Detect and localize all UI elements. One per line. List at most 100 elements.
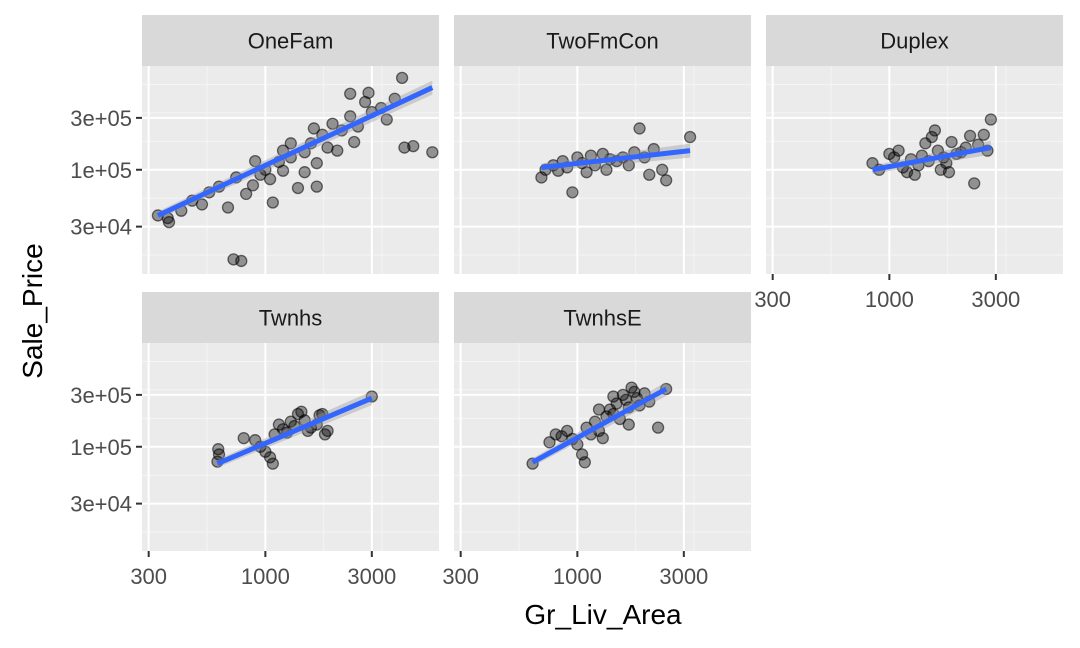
x-axes: 300 1000 3000 300 1000 3000 300 1000 3000 (130, 274, 1020, 589)
fit-line (156, 85, 434, 218)
data-point (683, 130, 697, 144)
x-tick-label: 1000 (865, 287, 914, 312)
data-point (310, 180, 323, 193)
scatter-points (211, 390, 378, 470)
data-point (321, 424, 334, 438)
x-tick-label: 1000 (553, 564, 602, 589)
data-point (272, 418, 286, 431)
facet-panel-twnhse: TwnhsE (454, 292, 751, 551)
facet-strip-label: TwoFmCon (546, 29, 658, 54)
data-point (263, 172, 277, 186)
facet-strip (454, 292, 751, 343)
data-point (284, 137, 297, 150)
data-point (344, 110, 357, 123)
data-point (578, 456, 591, 469)
facet-panel-duplex: Duplex (766, 15, 1063, 274)
data-point (942, 166, 956, 179)
facet-panel-twnhs: Twnhs (142, 292, 439, 551)
data-point (307, 122, 321, 135)
data-point (566, 186, 579, 199)
y-tick-label: 1e+05 (70, 435, 132, 460)
x-tick-label: 1000 (241, 564, 290, 589)
y-axes: 3e+04 1e+05 3e+05 3e+04 1e+05 3e+05 (70, 106, 142, 517)
data-point (263, 451, 277, 464)
data-point (246, 179, 260, 192)
data-point (212, 443, 225, 456)
data-point (984, 113, 998, 126)
data-point (395, 71, 409, 85)
data-point (580, 166, 593, 179)
data-point (543, 436, 556, 449)
data-point (660, 174, 673, 187)
facet-strip-label: Duplex (880, 29, 948, 54)
y-tick-label: 3e+05 (70, 383, 132, 408)
data-point (607, 390, 620, 403)
data-point (221, 201, 235, 214)
data-point (633, 122, 646, 135)
x-tick-label: 300 (754, 287, 791, 312)
data-point (600, 163, 613, 176)
data-point (968, 177, 981, 190)
x-axis: 300 1000 3000 (130, 551, 396, 589)
data-point (326, 117, 339, 130)
data-point (291, 181, 305, 195)
data-point (887, 151, 901, 164)
facet-strip-label: Twnhs (259, 306, 323, 331)
data-point (380, 113, 393, 126)
x-axis-title: Gr_Liv_Area (524, 599, 682, 630)
facet-strip-label: OneFam (248, 29, 334, 54)
data-point (331, 144, 344, 157)
x-tick-label: 3000 (347, 564, 396, 589)
fit-line (872, 145, 992, 173)
y-tick-label: 1e+05 (70, 158, 132, 183)
data-point (892, 144, 905, 157)
data-point (925, 130, 938, 144)
fit-line (531, 386, 668, 465)
x-tick-label: 300 (442, 564, 479, 589)
facet-strip (142, 292, 439, 343)
data-point (344, 87, 357, 100)
facet-panels: OneFam TwoFmCon Duplex Twnhs TwnhsE (142, 15, 1063, 551)
data-point (651, 421, 665, 434)
x-tick-label: 3000 (971, 287, 1020, 312)
facet-strip (766, 15, 1063, 66)
data-point (237, 432, 250, 445)
data-point (310, 157, 323, 170)
data-point (266, 196, 279, 209)
data-point (249, 155, 262, 168)
data-point (407, 139, 420, 153)
facet-strip (142, 15, 439, 66)
data-point (963, 129, 977, 143)
data-point (239, 187, 253, 201)
x-axis: 300 1000 3000 (754, 274, 1020, 312)
y-tick-label: 3e+05 (70, 106, 132, 131)
x-tick-label: 3000 (659, 564, 708, 589)
x-tick-label: 300 (130, 564, 167, 589)
data-point (195, 198, 209, 211)
facet-panel-twofmcon: TwoFmCon (454, 15, 751, 274)
scatter-points (535, 122, 697, 199)
data-point (276, 164, 290, 177)
data-point (298, 166, 311, 179)
y-axis: 3e+04 1e+05 3e+05 (70, 106, 142, 240)
scatter-points (866, 113, 998, 190)
facet-strip (454, 15, 751, 66)
data-point (596, 432, 609, 445)
data-point (235, 254, 248, 268)
data-point (426, 146, 439, 159)
data-point (656, 163, 669, 176)
fit-line (541, 148, 691, 170)
data-point (266, 457, 279, 470)
y-axis: 3e+04 1e+05 3e+05 (70, 383, 142, 517)
x-axis: 300 1000 3000 (442, 551, 708, 589)
data-point (398, 141, 411, 154)
fit-line (216, 395, 373, 466)
facet-strip-label: TwnhsE (563, 306, 641, 331)
data-point (622, 418, 635, 431)
data-point (945, 135, 958, 149)
scatter-points (526, 381, 673, 470)
data-point (928, 124, 942, 137)
data-point (348, 135, 361, 149)
data-point (592, 403, 606, 416)
